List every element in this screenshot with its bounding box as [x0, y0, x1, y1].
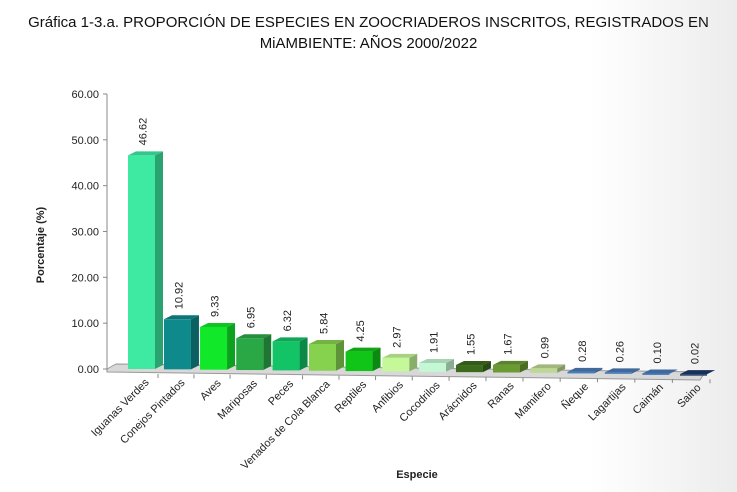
bar-top	[567, 367, 603, 372]
bar-side	[557, 364, 566, 373]
y-tick-label: 20.00	[71, 272, 99, 284]
bar	[642, 373, 670, 375]
x-tick-label: Ñeque	[559, 380, 591, 412]
data-label: 2.97	[392, 326, 404, 347]
bar-side	[336, 339, 344, 371]
x-tick-label: Aves	[198, 377, 224, 403]
bar	[567, 371, 595, 374]
bar	[163, 319, 191, 370]
data-label: 0.99	[540, 337, 552, 358]
bar	[530, 368, 558, 373]
bar	[128, 155, 155, 369]
bar	[345, 351, 373, 372]
y-tick-label: 30.00	[71, 227, 99, 239]
bar-top	[530, 364, 566, 369]
bar-top	[642, 369, 678, 374]
chart-title: Gráfica 1-3.a. PROPORCIÓN DE ESPECIES EN…	[28, 14, 709, 52]
data-label: 5.84	[319, 313, 331, 334]
bar	[493, 364, 520, 373]
data-label: 46.62	[138, 118, 150, 146]
bar-top	[419, 359, 455, 364]
bar-top	[272, 337, 308, 342]
bar-side	[482, 361, 491, 373]
x-tick-label: Arácnidos	[437, 379, 480, 422]
bar-side	[299, 337, 308, 371]
bar-top	[200, 322, 236, 327]
bar	[455, 365, 483, 373]
x-tick-label: Reptiles	[333, 378, 370, 415]
bar-side	[631, 368, 640, 374]
data-label: 6.32	[282, 310, 294, 331]
bar-top	[128, 151, 163, 156]
bar-side	[155, 151, 163, 369]
y-tick-label: 0.00	[78, 364, 99, 376]
x-tick-label: Ranas	[486, 380, 517, 411]
bar-top	[382, 353, 418, 358]
data-label: 1.67	[503, 333, 515, 354]
x-tick-label: Peces	[266, 378, 296, 408]
bar-side	[190, 315, 199, 370]
data-label: 0.10	[652, 342, 664, 363]
bar	[236, 338, 264, 371]
bar-top	[309, 339, 344, 344]
bar-side	[227, 322, 236, 370]
bar-top	[493, 360, 528, 365]
bar	[680, 374, 707, 376]
bar-side	[707, 370, 715, 375]
bar	[604, 372, 632, 374]
x-tick-label: Mamifero	[513, 380, 554, 421]
bar-side	[520, 360, 528, 373]
bar-top	[455, 361, 491, 366]
bar	[309, 343, 336, 371]
bar-side	[446, 359, 455, 372]
data-label: 4.25	[355, 320, 367, 341]
bar-side	[594, 367, 603, 374]
data-label: 10.92	[173, 282, 185, 310]
y-tick-label: 60.00	[71, 89, 99, 101]
y-tick-label: 40.00	[71, 181, 99, 193]
y-axis-title: Porcentaje (%)	[35, 206, 47, 283]
bar-top	[345, 347, 381, 352]
data-label: 9.33	[210, 296, 222, 317]
bar-side	[263, 334, 272, 371]
bar-side	[409, 353, 418, 372]
bar-side	[372, 347, 381, 372]
bar	[382, 357, 410, 372]
data-label: 6.95	[246, 307, 258, 328]
x-tick-label: Anfibios	[370, 379, 407, 416]
bar-top	[604, 368, 640, 373]
x-tick-label: Saino	[675, 382, 703, 410]
bar-side	[669, 369, 678, 374]
x-tick-label: Cocodrilos	[397, 379, 443, 425]
bar-top	[680, 370, 715, 375]
data-label: 0.02	[690, 343, 702, 364]
bar	[272, 341, 300, 371]
bar-top	[236, 334, 272, 339]
x-tick-label: Mariposas	[215, 377, 260, 422]
x-tick-label: Lagartijas	[586, 381, 629, 424]
x-axis-title: Especie	[396, 469, 438, 481]
data-label: 0.26	[614, 341, 626, 362]
x-tick-label: Caimán	[631, 382, 666, 417]
data-label: 1.91	[429, 332, 441, 353]
data-label: 1.55	[465, 334, 477, 355]
bar-top	[163, 315, 199, 320]
bar	[200, 326, 228, 370]
y-tick-label: 50.00	[71, 135, 99, 147]
data-label: 0.28	[577, 340, 589, 361]
y-tick-label: 10.00	[71, 318, 99, 330]
x-tick-label: Conejos Pintados	[118, 377, 188, 447]
bar	[419, 363, 447, 372]
